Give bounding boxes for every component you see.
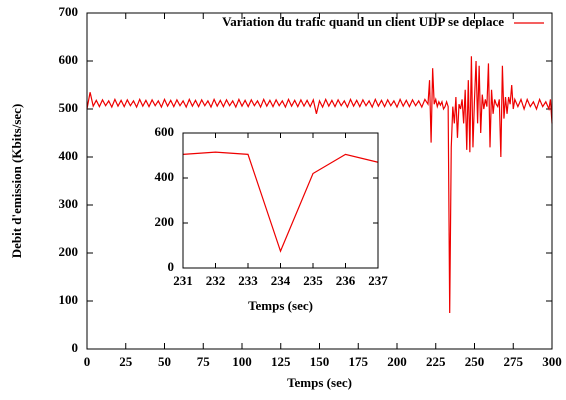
y-tick-label: 600 <box>59 52 79 67</box>
x-tick-label: 236 <box>336 273 356 288</box>
x-tick-label: 237 <box>368 273 388 288</box>
x-tick-label: 0 <box>84 354 91 369</box>
y-tick-label: 0 <box>72 340 79 355</box>
y-tick-label: 400 <box>155 169 175 184</box>
x-tick-label: 50 <box>158 354 171 369</box>
data-line <box>182 151 379 253</box>
y-tick-label: 500 <box>59 100 79 115</box>
x-tick-label: 125 <box>271 354 291 369</box>
y-axis-label: Debit d'emission (Kbits/sec) <box>9 104 24 259</box>
x-tick-label: 25 <box>119 354 133 369</box>
y-tick-label: 400 <box>59 148 79 163</box>
x-tick-label: 100 <box>232 354 252 369</box>
y-tick-label: 100 <box>59 292 79 307</box>
y-tick-label: 200 <box>155 214 175 229</box>
data-line <box>86 56 553 314</box>
plot-frame <box>182 132 379 269</box>
x-tick-label: 275 <box>504 354 524 369</box>
x-tick-label: 225 <box>426 354 446 369</box>
y-tick-label: 600 <box>155 124 175 139</box>
y-tick-label: 700 <box>59 4 79 19</box>
plot-frame <box>86 12 553 350</box>
x-tick-label: 233 <box>238 273 258 288</box>
x-tick-label: 231 <box>173 273 193 288</box>
x-tick-label: 75 <box>197 354 211 369</box>
x-tick-label: 300 <box>542 354 562 369</box>
x-tick-label: 175 <box>349 354 369 369</box>
x-tick-label: 250 <box>465 354 485 369</box>
x-tick-label: 234 <box>271 273 291 288</box>
y-tick-label: 0 <box>168 259 175 274</box>
x-tick-label: 150 <box>310 354 330 369</box>
y-tick-label: 300 <box>59 196 79 211</box>
x-tick-label: 200 <box>387 354 407 369</box>
x-axis-label: Temps (sec) <box>248 298 313 313</box>
x-axis-label: Temps (sec) <box>287 375 352 390</box>
x-tick-label: 232 <box>206 273 226 288</box>
legend-label: Variation du trafic quand un client UDP … <box>222 14 504 29</box>
inset-background <box>183 133 378 268</box>
y-tick-label: 200 <box>59 244 79 259</box>
x-tick-label: 235 <box>303 273 323 288</box>
